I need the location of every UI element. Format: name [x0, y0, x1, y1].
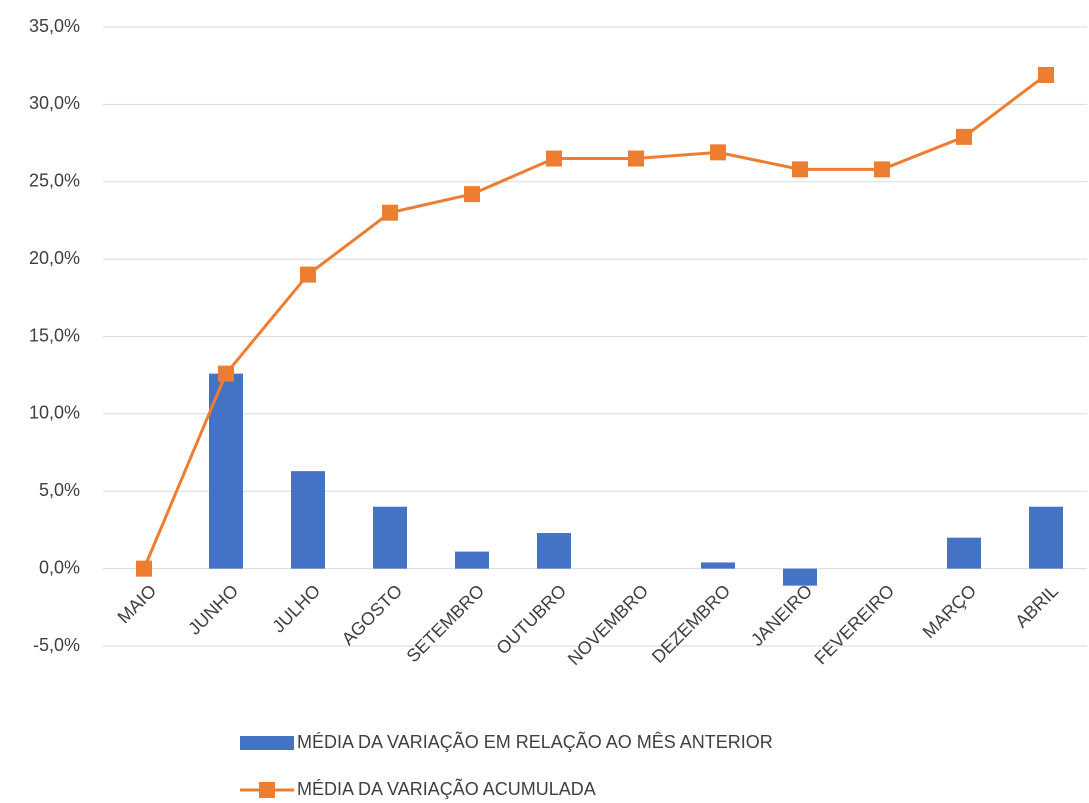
marker: [546, 150, 562, 167]
y-tick-label: 0,0%: [39, 557, 80, 577]
x-tick-label: JANEIRO: [747, 581, 816, 650]
marker: [792, 161, 808, 178]
x-tick-label: OUTUBRO: [492, 581, 570, 659]
x-tick-label: FEVEREIRO: [810, 581, 898, 669]
marker: [628, 150, 644, 167]
y-tick-label: 20,0%: [29, 248, 80, 268]
x-tick-label: AGOSTO: [338, 581, 406, 649]
bar: [1029, 506, 1063, 569]
y-tick-label: 35,0%: [29, 16, 80, 36]
bar: [291, 471, 325, 569]
legend-marker: [259, 782, 275, 798]
x-tick-label: DEZEMBRO: [648, 581, 734, 667]
x-tick-label: JUNHO: [184, 581, 242, 639]
legend-label: MÉDIA DA VARIAÇÃO ACUMULADA: [297, 778, 596, 799]
y-tick-label: 5,0%: [39, 480, 80, 500]
marker: [136, 560, 152, 577]
x-tick-label: MAIO: [114, 581, 161, 628]
x-tick-label: ABRIL: [1011, 581, 1062, 632]
line: [142, 73, 1047, 570]
marker: [956, 128, 972, 145]
y-tick-label: 10,0%: [29, 403, 80, 423]
bar: [537, 533, 571, 569]
y-tick-label: 30,0%: [29, 93, 80, 113]
x-tick-label: NOVEMBRO: [564, 581, 652, 669]
bar: [373, 506, 407, 569]
legend-swatch: [240, 736, 294, 750]
bar: [783, 568, 817, 586]
x-tick-label: JULHO: [268, 581, 324, 637]
bar: [209, 373, 243, 569]
bar: [947, 537, 981, 569]
marker: [300, 266, 316, 283]
marker: [874, 161, 890, 178]
bar: [455, 551, 489, 569]
marker: [464, 186, 480, 203]
marker: [218, 365, 234, 382]
marker: [1038, 66, 1054, 83]
x-tick-label: SETEMBRO: [403, 581, 489, 667]
y-tick-label: 15,0%: [29, 325, 80, 345]
y-tick-label: 25,0%: [29, 171, 80, 191]
x-tick-label: MARÇO: [919, 581, 981, 643]
legend-label: MÉDIA DA VARIAÇÃO EM RELAÇÃO AO MÊS ANTE…: [297, 731, 773, 752]
marker: [382, 204, 398, 221]
bar: [701, 562, 735, 569]
y-tick-label: -5,0%: [33, 635, 80, 655]
marker: [710, 144, 726, 161]
